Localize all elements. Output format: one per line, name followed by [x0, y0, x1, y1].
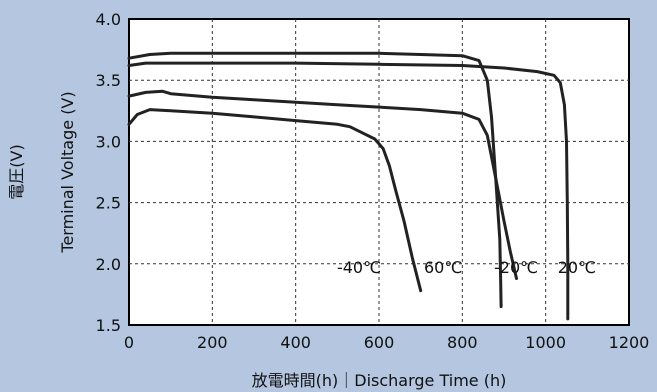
- y-tick-label: 2.0: [96, 255, 121, 274]
- series-line: [127, 51, 503, 309]
- y-tick-labels: 1.5 2.0 2.5 3.0 3.5 4.0: [96, 10, 121, 335]
- series-annotations: -40℃ 60℃ -20℃ 20℃: [337, 258, 596, 277]
- series-label: 20℃: [558, 258, 596, 277]
- y-tick-label: 2.5: [96, 194, 121, 213]
- series-lines: [127, 51, 570, 321]
- series-line: [127, 89, 518, 280]
- x-axis-label: 放電時間(h)｜Discharge Time (h): [252, 371, 507, 390]
- series-line: [127, 61, 570, 321]
- x-tick-label: 200: [197, 333, 228, 352]
- series-label: -40℃: [337, 258, 381, 277]
- y-axis-label-jp: 電圧(V): [7, 144, 26, 199]
- series-line: [127, 108, 423, 293]
- x-tick-label: 400: [280, 333, 311, 352]
- x-tick-label: 0: [124, 333, 134, 352]
- x-tick-label: 1200: [609, 333, 650, 352]
- y-tick-label: 3.0: [96, 132, 121, 151]
- series-label: -20℃: [494, 258, 538, 277]
- y-tick-label: 4.0: [96, 10, 121, 29]
- series-label: 60℃: [424, 258, 462, 277]
- grid: [129, 19, 629, 325]
- x-tick-label: 600: [364, 333, 395, 352]
- x-tick-label: 1000: [525, 333, 566, 352]
- y-tick-label: 1.5: [96, 316, 121, 335]
- y-tick-label: 3.5: [96, 71, 121, 90]
- y-axis-label: Terminal Voltage (V): [58, 91, 77, 253]
- x-tick-label: 800: [447, 333, 478, 352]
- x-tick-labels: 0 200 400 600 800 1000 1200: [124, 333, 649, 352]
